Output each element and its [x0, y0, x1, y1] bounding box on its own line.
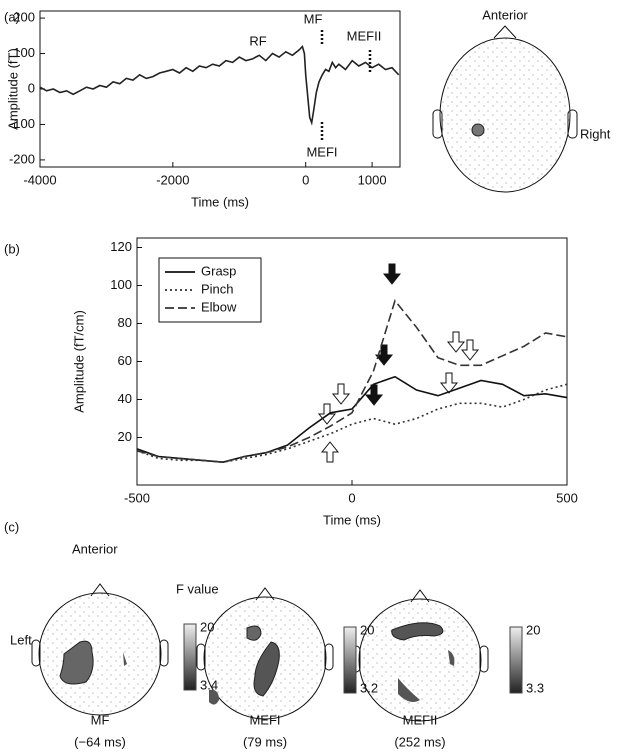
map-label: MEFII	[403, 712, 438, 727]
y-tick-label: 200	[13, 10, 35, 25]
map-time: (−64 ms)	[74, 734, 126, 749]
head-diagram	[432, 25, 578, 193]
y-tick-label: 20	[118, 429, 132, 444]
x-tick-label: 1000	[358, 172, 387, 187]
scale-max: 20	[526, 622, 540, 637]
line	[39, 44, 400, 126]
scale-max: 20	[360, 622, 374, 637]
y-axis-label: Amplitude (fT/cm)	[71, 310, 86, 413]
y-tick-label: 80	[118, 315, 132, 330]
legend-label: Pinch	[201, 281, 234, 296]
y-axis-label: Amplitude (fT)	[5, 48, 20, 130]
legend-label: Grasp	[201, 263, 236, 278]
scale-min: 3.4	[200, 677, 218, 692]
x-axis-label: Time (ms)	[323, 512, 381, 527]
x-tick-label: 0	[348, 490, 355, 505]
scale-min: 3.3	[526, 680, 544, 695]
scale-min: 3.2	[360, 680, 378, 695]
y-tick-label: 120	[110, 239, 132, 254]
annotation: RF	[249, 33, 266, 48]
topomap-label: Anterior	[72, 541, 118, 556]
line	[136, 375, 568, 464]
y-tick-label: 0	[28, 80, 35, 95]
legend-label: Elbow	[201, 299, 237, 314]
line	[136, 383, 568, 464]
y-tick-label: 40	[118, 391, 132, 406]
scale-title: F value	[176, 581, 219, 596]
map-label: MEFI	[249, 712, 280, 727]
line	[136, 299, 568, 464]
head-label: Right	[580, 126, 611, 141]
head-label: Anterior	[482, 7, 528, 22]
topomap-label: Left	[10, 632, 32, 647]
x-tick-label: 500	[556, 490, 578, 505]
y-tick-label: -100	[9, 116, 35, 131]
topomaps	[31, 583, 523, 722]
panel-label: (a)	[4, 9, 20, 24]
annotation: MF	[304, 11, 323, 26]
panel-label: (b)	[4, 241, 20, 256]
y-tick-label: 60	[118, 353, 132, 368]
map-time: (252 ms)	[394, 734, 445, 749]
y-tick-label: 100	[13, 45, 35, 60]
x-axis-label: Time (ms)	[191, 194, 249, 209]
scale-max: 20	[200, 619, 214, 634]
x-tick-label: 0	[302, 172, 309, 187]
y-tick-label: 100	[110, 277, 132, 292]
x-tick-label: -2000	[156, 172, 189, 187]
arrow-markers	[317, 263, 480, 463]
x-tick-label: -500	[124, 490, 150, 505]
x-tick-label: -4000	[23, 172, 56, 187]
annotation: MEFI	[306, 144, 337, 159]
map-time: (79 ms)	[243, 734, 287, 749]
map-label: MF	[91, 712, 110, 727]
annotation: MEFII	[347, 28, 382, 43]
y-tick-label: -200	[9, 151, 35, 166]
panel-label: (c)	[4, 519, 19, 534]
